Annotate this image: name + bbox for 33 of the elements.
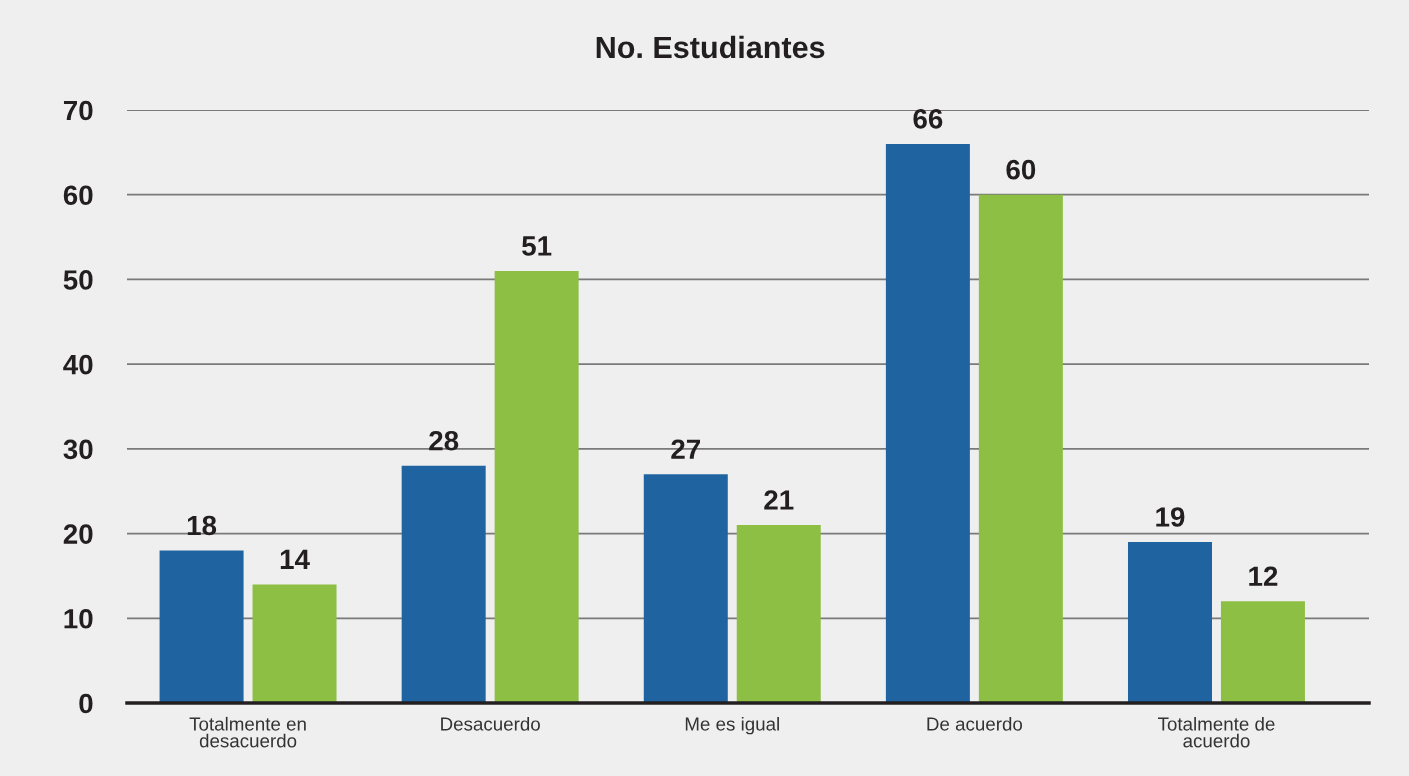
bar — [1220, 601, 1305, 703]
x-tick-label: De acuerdo — [927, 716, 1023, 731]
x-tick-label: Totalmente en desacuerdo — [189, 716, 306, 748]
data-label: 60 — [1006, 159, 1036, 180]
bar — [159, 550, 244, 703]
bar — [978, 194, 1063, 703]
bar — [252, 584, 337, 703]
y-tick-label: 60 — [63, 185, 93, 206]
data-label: 18 — [187, 515, 217, 536]
data-label: 66 — [913, 109, 943, 129]
bar — [643, 474, 728, 703]
y-tick-label: 0 — [79, 693, 93, 714]
bar — [494, 270, 579, 703]
y-tick-label: 70 — [63, 100, 93, 121]
data-label: 28 — [429, 430, 459, 451]
data-label: 21 — [764, 490, 794, 510]
data-label: 51 — [522, 236, 552, 256]
bar — [401, 465, 486, 703]
x-tick-label: Totalmente de acuerdo — [1158, 716, 1275, 748]
bar — [736, 525, 821, 703]
y-tick-label: 40 — [63, 354, 93, 375]
bar — [1127, 542, 1212, 703]
y-tick-label: 20 — [63, 524, 93, 544]
data-label: 14 — [280, 549, 310, 569]
data-label: 12 — [1249, 566, 1278, 586]
y-tick-label: 30 — [63, 439, 93, 460]
x-tick-label: Desacuerdo — [441, 716, 540, 731]
y-tick-label: 50 — [63, 270, 93, 290]
data-label: 19 — [1156, 507, 1185, 527]
x-tick-label: Me es igual — [685, 716, 779, 735]
chart-title: No. Estudiantes — [596, 35, 825, 59]
y-tick-label: 10 — [64, 608, 93, 629]
bar — [885, 143, 970, 703]
